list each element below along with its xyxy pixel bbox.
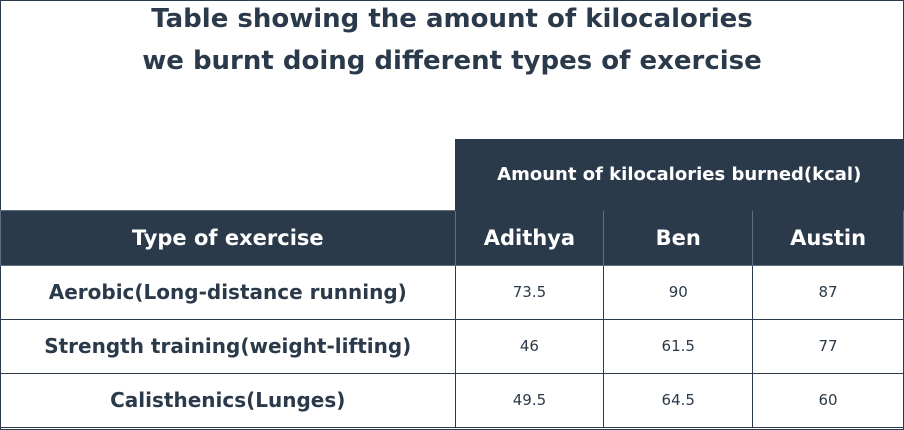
data-table: Amount of kilocalories burned(kcal) Type… [0,139,904,428]
table-row: Strength training(weight-lifting) 46 61.… [0,318,904,374]
table-cell: 64.5 [603,372,754,428]
row-label: Aerobic(Long-distance running) [0,264,456,320]
column-header-ben: Ben [603,209,754,266]
title-line-2: we burnt doing different types of exerci… [142,46,762,76]
table-cell: 73.5 [454,264,605,320]
column-header-row: Type of exercise Adithya Ben Austin [0,209,904,266]
table-row: Aerobic(Long-distance running) 73.5 90 8… [0,264,904,320]
table-cell: 60 [752,372,904,428]
row-label: Strength training(weight-lifting) [0,318,456,374]
blank-corner [1,140,456,211]
table-cell: 61.5 [603,318,754,374]
table-row: Calisthenics(Lunges) 49.5 64.5 60 [0,372,904,428]
column-header-austin: Austin [752,209,904,266]
table-cell: 90 [603,264,754,320]
title-line-1: Table showing the amount of kilocalories [151,4,753,34]
group-header-row: Amount of kilocalories burned(kcal) [1,139,904,211]
group-header: Amount of kilocalories burned(kcal) [454,139,904,211]
table-cell: 87 [752,264,904,320]
table-cell: 49.5 [454,372,605,428]
column-header-adithya: Adithya [454,209,605,266]
table-cell: 77 [752,318,904,374]
row-header: Type of exercise [0,209,456,266]
table-title: Table showing the amount of kilocalories… [0,0,904,82]
row-label: Calisthenics(Lunges) [0,372,456,428]
table-cell: 46 [454,318,605,374]
